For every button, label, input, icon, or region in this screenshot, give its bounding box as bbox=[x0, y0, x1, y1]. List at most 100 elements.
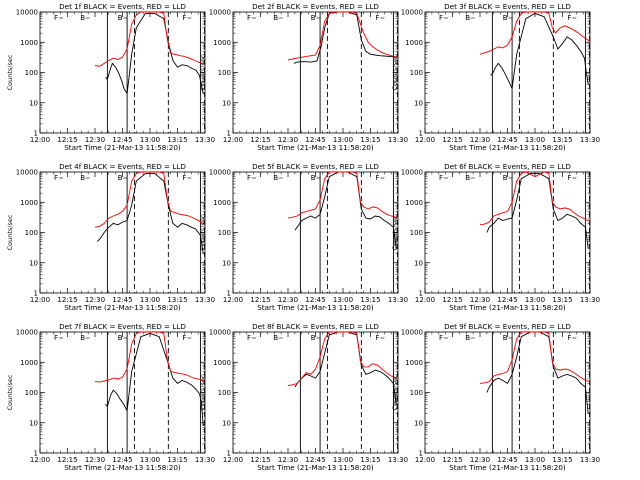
x-tick-label: 12:15 bbox=[442, 296, 462, 304]
panel-det-7: Det 7f BLACK = Events, RED = LLD 1 10 100 10… bbox=[6, 322, 215, 472]
plot-frame bbox=[424, 11, 591, 134]
y-tick-label: 1000 bbox=[20, 39, 38, 47]
y-tick-label: 1 bbox=[34, 290, 38, 298]
x-tick-label: 13:30 bbox=[388, 456, 408, 464]
series-lld bbox=[287, 332, 398, 386]
y-tick-label: 10000 bbox=[209, 9, 231, 17]
y-tick-label: 1 bbox=[34, 450, 38, 458]
x-tick-label: 13:00 bbox=[525, 456, 545, 464]
x-tick-label: 12:00 bbox=[30, 136, 50, 144]
series-events bbox=[293, 12, 398, 64]
panel-title: Det 5f BLACK = Events, RED = LLD bbox=[252, 162, 379, 171]
interval-label: B bbox=[311, 174, 316, 182]
interval-label: B bbox=[273, 334, 278, 342]
interval-label: F bbox=[375, 334, 379, 342]
x-tick-label: 12:15 bbox=[57, 456, 77, 464]
series-lld bbox=[94, 332, 205, 383]
x-tick-label: 13:15 bbox=[552, 136, 572, 144]
panel-det-6: Det 6f BLACK = Events, RED = LLD 1 10 100 10… bbox=[391, 162, 600, 312]
y-tick-label: 1000 bbox=[213, 39, 231, 47]
x-tick-label: 13:15 bbox=[167, 136, 187, 144]
interval-label: B bbox=[465, 14, 470, 22]
x-tick-label: 12:00 bbox=[415, 456, 435, 464]
interval-label: F bbox=[247, 334, 251, 342]
series-events bbox=[105, 12, 204, 95]
y-tick-label: 10000 bbox=[16, 9, 38, 17]
x-axis-label: Start Time (21-Mar-13 11:58:20) bbox=[257, 303, 374, 312]
y-tick-label: 1 bbox=[227, 290, 231, 298]
y-tick-label: 100 bbox=[410, 69, 423, 77]
y-tick-label: 10 bbox=[414, 419, 423, 427]
x-axis-label: Start Time (21-Mar-13 11:58:20) bbox=[64, 303, 181, 312]
series-events bbox=[294, 332, 397, 405]
x-axis-label: Start Time (21-Mar-13 11:58:20) bbox=[257, 463, 374, 472]
x-tick-label: 12:00 bbox=[415, 136, 435, 144]
plot-frame bbox=[39, 11, 206, 134]
x-tick-label: 13:30 bbox=[388, 296, 408, 304]
panel-title: Det 2f BLACK = Events, RED = LLD bbox=[252, 2, 379, 11]
series-group bbox=[94, 12, 205, 95]
interval-label: F bbox=[182, 174, 186, 182]
x-tick-label: 13:15 bbox=[360, 136, 380, 144]
x-tick-label: 13:00 bbox=[525, 136, 545, 144]
interval-label: B bbox=[80, 14, 85, 22]
x-tick-label: 12:00 bbox=[30, 456, 50, 464]
x-tick-label: 12:15 bbox=[442, 136, 462, 144]
panel-title: Det 6f BLACK = Events, RED = LLD bbox=[444, 162, 571, 171]
plot-frame bbox=[232, 11, 399, 134]
y-tick-label: 10 bbox=[414, 99, 423, 107]
panel-title: Det 4f BLACK = Events, RED = LLD bbox=[59, 162, 186, 171]
interval-label: F bbox=[439, 334, 443, 342]
x-tick-label: 13:15 bbox=[360, 456, 380, 464]
y-tick-label: 10 bbox=[222, 259, 231, 267]
plot-frame bbox=[232, 171, 399, 294]
y-tick-label: 100 bbox=[410, 389, 423, 397]
y-tick-label: 10 bbox=[29, 419, 38, 427]
y-tick-label: 100 bbox=[218, 389, 231, 397]
x-tick-label: 13:15 bbox=[360, 296, 380, 304]
panel-title: Det 7f BLACK = Events, RED = LLD bbox=[59, 322, 186, 331]
panel-det-2: Det 2f BLACK = Events, RED = LLD 1 10 100 10… bbox=[199, 2, 408, 152]
interval-label: F bbox=[247, 174, 251, 182]
x-tick-label: 13:30 bbox=[195, 296, 215, 304]
y-tick-label: 1 bbox=[227, 450, 231, 458]
panel-det-9: Det 9f BLACK = Events, RED = LLD 1 10 100 10… bbox=[391, 322, 600, 472]
y-tick-label: 100 bbox=[25, 389, 38, 397]
y-axis-label: Counts/sec bbox=[199, 374, 207, 410]
x-tick-label: 13:00 bbox=[140, 136, 160, 144]
y-tick-label: 100 bbox=[410, 229, 423, 237]
y-tick-label: 1000 bbox=[213, 359, 231, 367]
x-tick-label: 13:30 bbox=[388, 136, 408, 144]
y-tick-label: 100 bbox=[218, 69, 231, 77]
y-tick-label: 1000 bbox=[20, 359, 38, 367]
series-group bbox=[479, 332, 590, 414]
y-axis-label: Counts/sec bbox=[199, 54, 207, 90]
interval-label: B bbox=[311, 14, 316, 22]
x-tick-label: 12:00 bbox=[223, 456, 243, 464]
y-tick-label: 10 bbox=[414, 259, 423, 267]
series-events bbox=[96, 172, 204, 254]
panel-det-1: Det 1f BLACK = Events, RED = LLD 1 10 100 10… bbox=[6, 2, 215, 152]
x-tick-label: 12:45 bbox=[305, 136, 325, 144]
series-lld bbox=[94, 172, 205, 228]
x-tick-label: 13:00 bbox=[525, 296, 545, 304]
x-tick-label: 12:30 bbox=[85, 456, 105, 464]
series-events bbox=[486, 332, 589, 414]
series-group bbox=[287, 172, 398, 249]
series-lld bbox=[479, 12, 590, 55]
x-tick-label: 12:45 bbox=[305, 296, 325, 304]
x-tick-label: 12:30 bbox=[278, 456, 298, 464]
series-lld bbox=[287, 12, 398, 61]
interval-label: F bbox=[439, 14, 443, 22]
panel-title: Det 3f BLACK = Events, RED = LLD bbox=[444, 2, 571, 11]
x-tick-label: 12:15 bbox=[250, 136, 270, 144]
series-lld bbox=[479, 172, 590, 226]
y-axis-label: Counts/sec bbox=[199, 214, 207, 250]
y-axis-label: Counts/sec bbox=[391, 214, 399, 250]
y-tick-label: 10000 bbox=[209, 329, 231, 337]
series-group bbox=[94, 332, 205, 426]
x-tick-label: 13:15 bbox=[552, 296, 572, 304]
x-tick-label: 13:00 bbox=[140, 456, 160, 464]
interval-label: B bbox=[465, 334, 470, 342]
y-axis-label: Counts/sec bbox=[6, 214, 14, 250]
